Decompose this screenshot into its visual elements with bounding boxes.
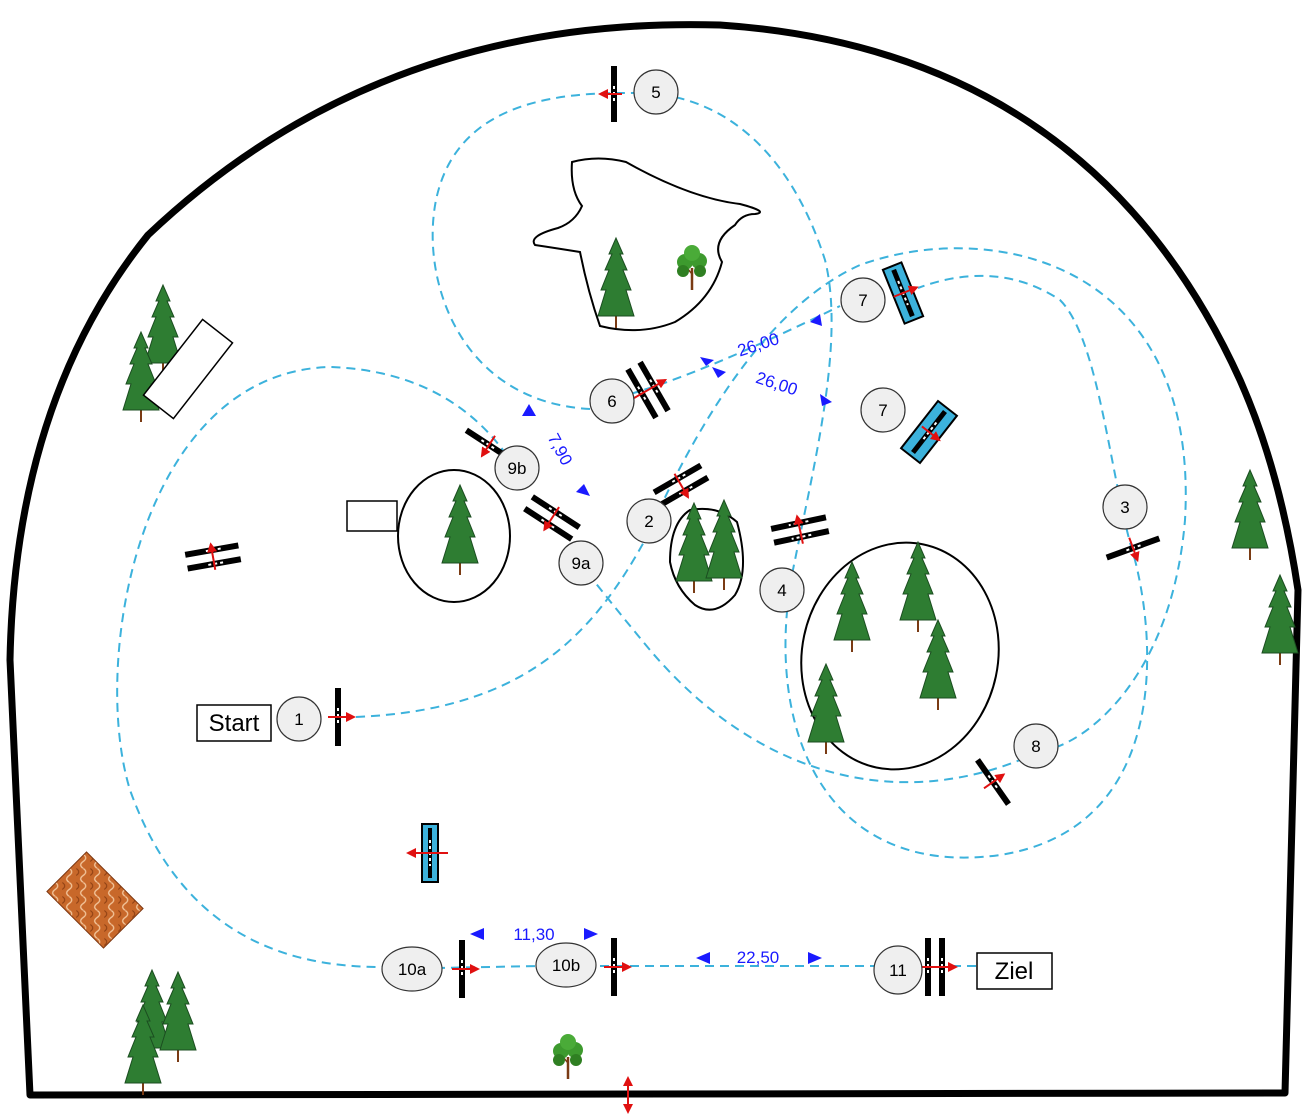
start-label: Start bbox=[209, 710, 260, 737]
arena-boundary bbox=[6, 21, 1302, 1099]
pine-tree-icon bbox=[1231, 469, 1269, 561]
start-box: Start bbox=[196, 704, 272, 742]
svg-text:1: 1 bbox=[294, 710, 303, 729]
obstacle-2-poles bbox=[652, 462, 710, 508]
obstacle-1-poles bbox=[328, 688, 356, 746]
obstacle-number-8: 8 bbox=[1013, 723, 1059, 769]
obstacle-number-9a: 9a bbox=[558, 540, 604, 586]
pine-tree-icon bbox=[833, 561, 871, 653]
pine-tree-icon bbox=[597, 237, 635, 329]
obstacle-numbers: 1 2 3 4 5 6 7 7 8 9a 9b 10a 10b 11 bbox=[276, 69, 1148, 995]
brick-stand-icon bbox=[46, 851, 144, 949]
pine-tree-icon bbox=[1261, 574, 1299, 666]
obstacle-11-poles bbox=[920, 938, 958, 996]
stand-left bbox=[142, 318, 234, 420]
obstacle-8-poles bbox=[975, 758, 1011, 806]
svg-text:10a: 10a bbox=[398, 960, 427, 979]
pine-tree-icon bbox=[807, 663, 845, 755]
svg-text:3: 3 bbox=[1120, 498, 1129, 517]
obstacle-7b-water bbox=[899, 399, 959, 465]
pine-tree-icon bbox=[919, 619, 957, 711]
obstacle-number-10a: 10a bbox=[381, 946, 443, 992]
finish-label: Ziel bbox=[995, 958, 1034, 985]
obstacle-3-poles bbox=[1105, 535, 1161, 563]
distance-label-7-6-upper: 26,00 bbox=[735, 329, 781, 360]
distance-label-6-7-lower: 26,00 bbox=[754, 368, 800, 399]
distance-label-9b-9a: 7,90 bbox=[544, 430, 576, 468]
obstacle-number-5: 5 bbox=[633, 69, 679, 115]
obstacle-6-poles bbox=[625, 360, 671, 420]
obstacle-number-7b: 7 bbox=[860, 387, 906, 433]
obstacle-number-3: 3 bbox=[1102, 484, 1148, 530]
deciduous-tree-icon bbox=[551, 1032, 585, 1081]
svg-text:4: 4 bbox=[777, 581, 786, 600]
pine-tree-icon bbox=[159, 971, 197, 1063]
obstacle-10b-poles bbox=[604, 938, 632, 996]
spare-oxer bbox=[184, 542, 242, 572]
svg-text:6: 6 bbox=[607, 392, 616, 411]
finish-box: Ziel bbox=[976, 952, 1053, 990]
svg-text:9b: 9b bbox=[508, 459, 527, 478]
island-right bbox=[800, 541, 1000, 771]
obstacle-7a-water bbox=[881, 261, 925, 325]
pine-tree-icon bbox=[899, 541, 937, 633]
svg-text:9a: 9a bbox=[572, 554, 591, 573]
distance-label-10a-10b: 11,30 bbox=[513, 925, 554, 944]
obstacle-number-2: 2 bbox=[626, 498, 672, 544]
obstacle-number-9b: 9b bbox=[494, 445, 540, 491]
obstacles bbox=[184, 66, 1161, 1114]
island-left bbox=[397, 469, 511, 603]
obstacle-number-7a: 7 bbox=[840, 277, 886, 323]
island-small bbox=[668, 507, 745, 611]
svg-text:7: 7 bbox=[878, 401, 887, 420]
svg-text:2: 2 bbox=[644, 512, 653, 531]
svg-text:5: 5 bbox=[651, 83, 660, 102]
obstacle-9a-poles bbox=[523, 494, 581, 542]
svg-text:11: 11 bbox=[889, 961, 907, 980]
obstacle-number-6: 6 bbox=[589, 378, 635, 424]
spare-water bbox=[406, 823, 448, 883]
obstacle-number-1: 1 bbox=[276, 696, 322, 742]
svg-text:10b: 10b bbox=[552, 956, 580, 975]
deciduous-tree-icon bbox=[675, 243, 709, 292]
distance-label-10b-11: 22,50 bbox=[737, 948, 780, 967]
svg-text:8: 8 bbox=[1031, 737, 1040, 756]
obstacle-number-4: 4 bbox=[759, 567, 805, 613]
svg-text:7: 7 bbox=[858, 291, 867, 310]
pine-tree-icon bbox=[441, 484, 479, 576]
stand-small bbox=[346, 500, 398, 532]
obstacle-10a-poles bbox=[452, 940, 480, 998]
obstacle-5-poles bbox=[598, 66, 622, 122]
obstacle-number-11: 11 bbox=[873, 945, 923, 995]
pine-tree-icon bbox=[705, 499, 743, 591]
obstacle-4-poles bbox=[770, 514, 830, 546]
island-top bbox=[532, 157, 761, 332]
obstacle-number-10b: 10b bbox=[535, 942, 597, 988]
distance-markers bbox=[470, 314, 832, 964]
